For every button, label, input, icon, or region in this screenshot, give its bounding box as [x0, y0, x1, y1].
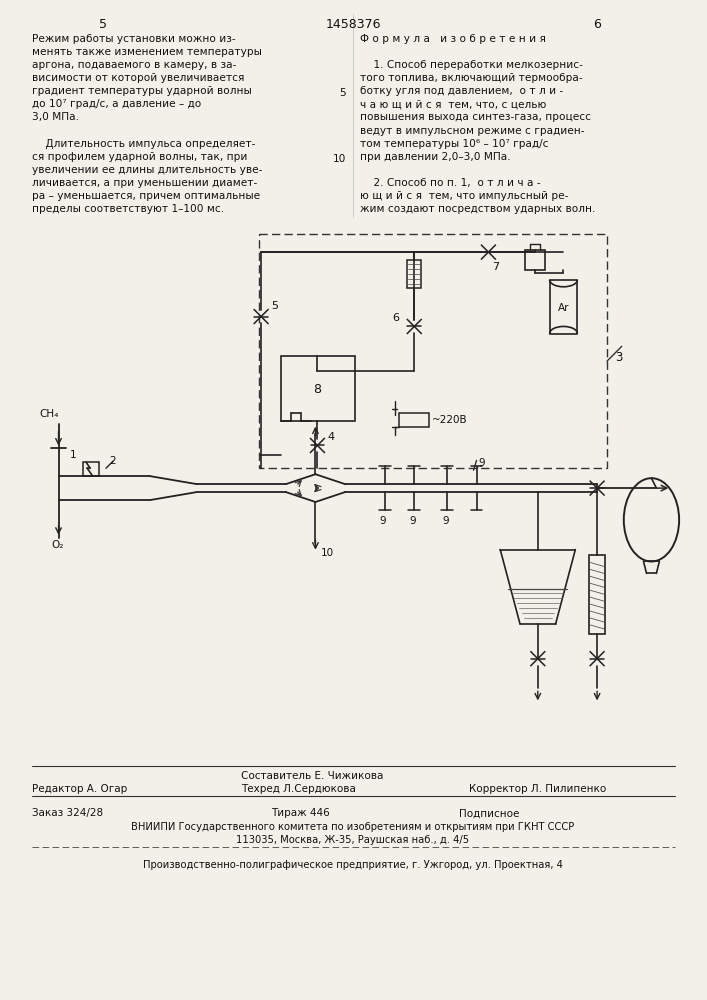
- Text: Производственно-полиграфическое предприятие, г. Ужгород, ул. Проектная, 4: Производственно-полиграфическое предприя…: [143, 860, 563, 870]
- Text: 6: 6: [593, 18, 601, 31]
- Text: личивается, а при уменьшении диамет-: личивается, а при уменьшении диамет-: [32, 178, 257, 188]
- Bar: [83, 462, 99, 476]
- Text: ч а ю щ и й с я  тем, что, с целью: ч а ю щ и й с я тем, что, с целью: [360, 99, 547, 109]
- Bar: [259, 234, 607, 468]
- Text: 10: 10: [333, 154, 346, 164]
- Text: ВНИИПИ Государственного комитета по изобретениям и открытиям при ГКНТ СССР: ВНИИПИ Государственного комитета по изоб…: [132, 822, 575, 832]
- Bar: [407, 260, 421, 288]
- Text: 2: 2: [109, 456, 115, 466]
- Text: пределы соответствуют 1–100 мс.: пределы соответствуют 1–100 мс.: [32, 204, 224, 214]
- Text: Ф о р м у л а   и з о б р е т е н и я: Ф о р м у л а и з о б р е т е н и я: [360, 34, 546, 44]
- Text: Подписное: Подписное: [459, 808, 519, 818]
- Text: до 10⁷ град/с, а давление – до: до 10⁷ град/с, а давление – до: [32, 99, 201, 109]
- Text: Тираж 446: Тираж 446: [271, 808, 329, 818]
- Text: 1: 1: [69, 450, 76, 460]
- Text: висимости от которой увеличивается: висимости от которой увеличивается: [32, 73, 244, 83]
- Text: 2. Способ по п. 1,  о т л и ч а -: 2. Способ по п. 1, о т л и ч а -: [360, 178, 541, 188]
- Text: 9: 9: [442, 516, 448, 526]
- Text: 10: 10: [320, 548, 334, 558]
- Text: Составитель Е. Чижикова: Составитель Е. Чижикова: [241, 771, 384, 781]
- Text: Редактор А. Огар: Редактор А. Огар: [32, 784, 127, 794]
- Text: ра – уменьшается, причем оптимальные: ра – уменьшается, причем оптимальные: [32, 191, 260, 201]
- Text: 1458376: 1458376: [325, 18, 381, 31]
- Text: градиент температуры ударной волны: градиент температуры ударной волны: [32, 86, 252, 96]
- Text: O₂: O₂: [52, 540, 64, 550]
- Text: 5: 5: [99, 18, 107, 31]
- Bar: [589, 555, 605, 634]
- Text: ю щ и й с я  тем, что импульсный ре-: ю щ и й с я тем, что импульсный ре-: [360, 191, 568, 201]
- Bar: [525, 250, 544, 270]
- Text: 4: 4: [327, 432, 334, 442]
- Text: аргона, подаваемого в камеру, в за-: аргона, подаваемого в камеру, в за-: [32, 60, 236, 70]
- Text: Режим работы установки можно из-: Режим работы установки можно из-: [32, 34, 235, 44]
- Bar: [281, 356, 355, 421]
- Text: жим создают посредством ударных волн.: жим создают посредством ударных волн.: [360, 204, 595, 214]
- Text: 113035, Москва, Ж-35, Раушская наб., д. 4/5: 113035, Москва, Ж-35, Раушская наб., д. …: [236, 835, 469, 845]
- Text: Корректор Л. Пилипенко: Корректор Л. Пилипенко: [469, 784, 606, 794]
- Bar: [549, 280, 578, 334]
- Text: 1. Способ переработки мелкозернис-: 1. Способ переработки мелкозернис-: [360, 60, 583, 70]
- Text: Заказ 324/28: Заказ 324/28: [32, 808, 103, 818]
- Text: менять также изменением температуры: менять также изменением температуры: [32, 47, 262, 57]
- Text: 3: 3: [615, 351, 622, 364]
- Bar: [399, 413, 429, 427]
- Text: 5: 5: [339, 88, 346, 98]
- Text: 6: 6: [392, 313, 399, 323]
- Text: ботку угля под давлением,  о т л и -: ботку угля под давлением, о т л и -: [360, 86, 563, 96]
- Text: Ar: Ar: [558, 303, 569, 313]
- Text: Техред Л.Сердюкова: Техред Л.Сердюкова: [241, 784, 356, 794]
- Text: повышения выхода синтез-газа, процесс: повышения выхода синтез-газа, процесс: [360, 112, 591, 122]
- Text: ~220В: ~220В: [432, 415, 468, 425]
- Text: том температуры 10⁶ – 10⁷ град/с: том температуры 10⁶ – 10⁷ град/с: [360, 139, 549, 149]
- Text: того топлива, включающий термообра-: того топлива, включающий термообра-: [360, 73, 583, 83]
- Text: увеличении ее длины длительность уве-: увеличении ее длины длительность уве-: [32, 165, 262, 175]
- Text: при давлении 2,0–3,0 МПа.: при давлении 2,0–3,0 МПа.: [360, 152, 510, 162]
- Text: ведут в импульсном режиме с градиен-: ведут в импульсном режиме с градиен-: [360, 126, 585, 136]
- Text: 3,0 МПа.: 3,0 МПа.: [32, 112, 79, 122]
- Text: ся профилем ударной волны, так, при: ся профилем ударной волны, так, при: [32, 152, 247, 162]
- Text: Длительность импульса определяет-: Длительность импульса определяет-: [32, 139, 255, 149]
- Text: 8: 8: [313, 383, 322, 396]
- Text: 9: 9: [479, 458, 485, 468]
- Text: 9: 9: [380, 516, 386, 526]
- Text: СН₄: СН₄: [39, 409, 58, 419]
- Text: 5: 5: [271, 301, 278, 311]
- Text: 9: 9: [409, 516, 416, 526]
- Text: 7: 7: [492, 262, 499, 272]
